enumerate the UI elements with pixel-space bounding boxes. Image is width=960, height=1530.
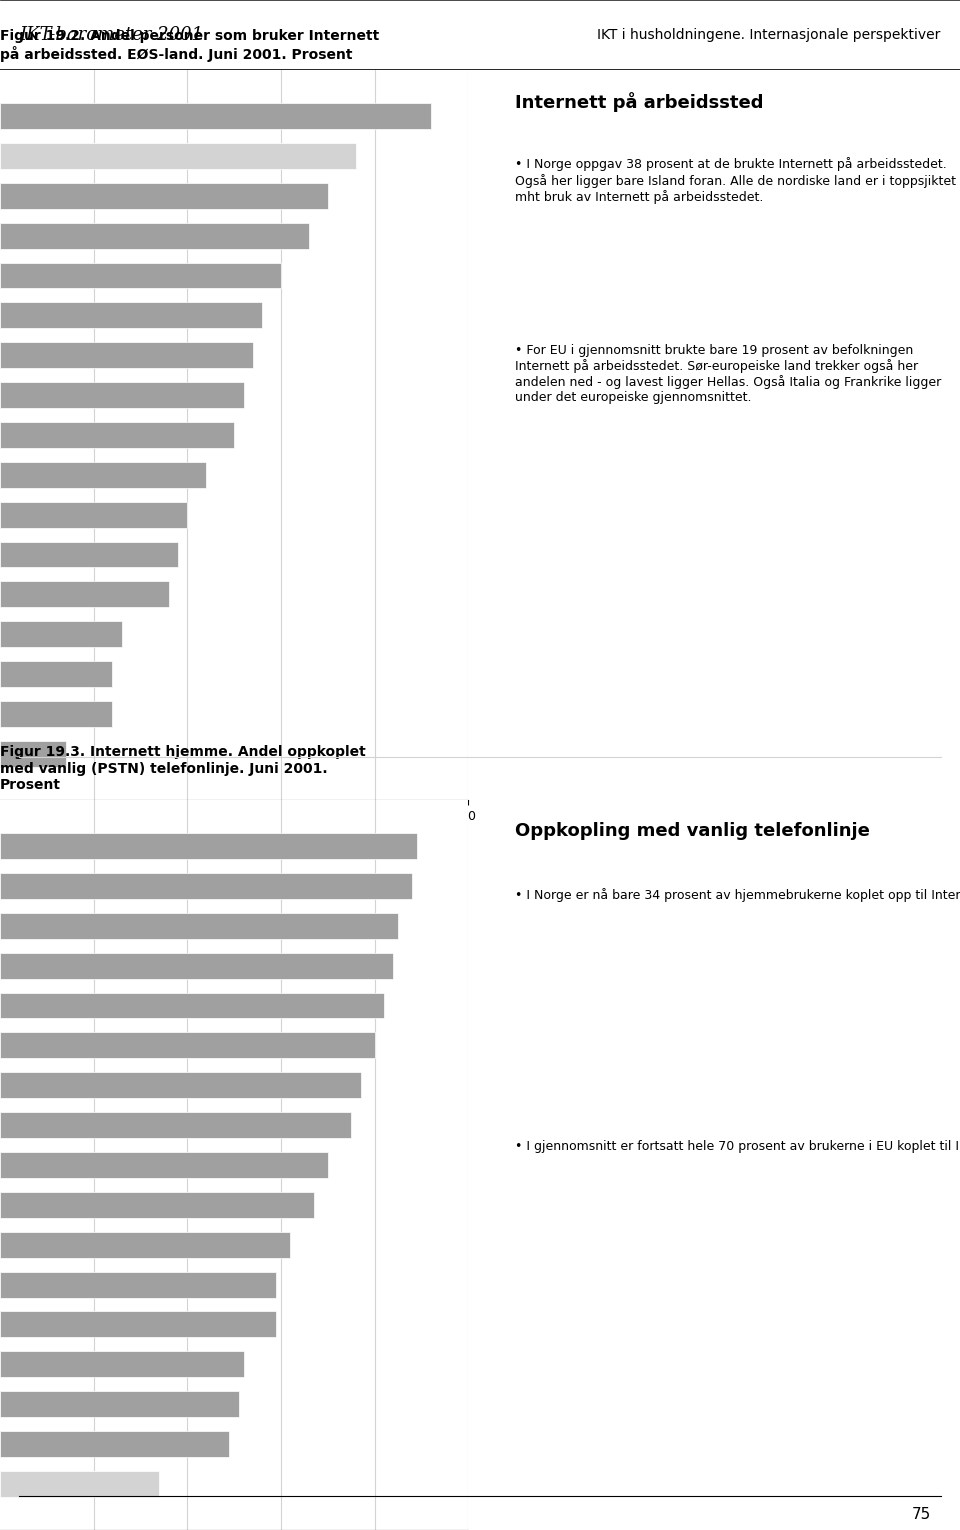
Bar: [0, 913, 398, 939]
Bar: [0, 953, 394, 979]
Bar: [0, 382, 244, 409]
Bar: [0, 1112, 351, 1138]
Bar: [0, 1232, 290, 1258]
Bar: [0, 103, 431, 129]
Bar: [0, 1311, 276, 1337]
Text: IKT-barometer 2001: IKT-barometer 2001: [19, 26, 204, 44]
Text: • I Norge oppgav 38 prosent at de brukte Internett på arbeidsstedet. Også her li: • I Norge oppgav 38 prosent at de brukte…: [516, 158, 956, 203]
X-axis label: Prosent: Prosent: [211, 828, 257, 842]
Bar: [0, 581, 169, 607]
Bar: [0, 1192, 314, 1218]
Bar: [0, 1033, 374, 1059]
Text: IKT i husholdningene. Internasjonale perspektiver: IKT i husholdningene. Internasjonale per…: [597, 28, 941, 41]
Text: Oppkopling med vanlig telefonlinje: Oppkopling med vanlig telefonlinje: [516, 822, 870, 840]
Bar: [0, 343, 252, 369]
Bar: [0, 422, 234, 448]
Bar: [0, 1152, 327, 1178]
Bar: [0, 142, 356, 168]
Bar: [0, 993, 384, 1019]
Bar: [0, 542, 178, 568]
Bar: [0, 834, 417, 858]
Bar: [0, 1470, 159, 1496]
Bar: [0, 182, 327, 208]
Bar: [0, 741, 65, 767]
Bar: [0, 1073, 361, 1099]
Text: • For EU i gjennomsnitt brukte bare 19 prosent av befolkningen Internett på arbe: • For EU i gjennomsnitt brukte bare 19 p…: [516, 344, 942, 404]
Text: Internett på arbeidssted: Internett på arbeidssted: [516, 92, 763, 112]
Bar: [0, 263, 281, 289]
Bar: [0, 462, 206, 488]
Bar: [0, 661, 112, 687]
Text: • I gjennomsnitt er fortsatt hele 70 prosent av brukerne i EU koplet til Interne: • I gjennomsnitt er fortsatt hele 70 pro…: [516, 1140, 960, 1154]
Bar: [0, 1391, 239, 1417]
Bar: [0, 874, 412, 900]
Text: Figur 19.2. Andel personer som bruker Internett
på arbeidssted. EØS-land. Juni 2: Figur 19.2. Andel personer som bruker In…: [0, 29, 379, 61]
Text: Figur 19.3. Internett hjemme. Andel oppkoplet
med vanlig (PSTN) telefonlinje. Ju: Figur 19.3. Internett hjemme. Andel oppk…: [0, 745, 366, 793]
Bar: [0, 1431, 229, 1457]
Bar: [0, 701, 112, 727]
Bar: [0, 1271, 276, 1297]
Bar: [0, 303, 262, 329]
Text: 75: 75: [912, 1507, 931, 1522]
Bar: [0, 223, 309, 248]
Bar: [0, 502, 187, 528]
Bar: [0, 621, 122, 647]
Bar: [0, 1351, 244, 1377]
Text: • I Norge er nå bare 34 prosent av hjemmebrukerne koplet opp til Internett via v: • I Norge er nå bare 34 prosent av hjemm…: [516, 887, 960, 901]
